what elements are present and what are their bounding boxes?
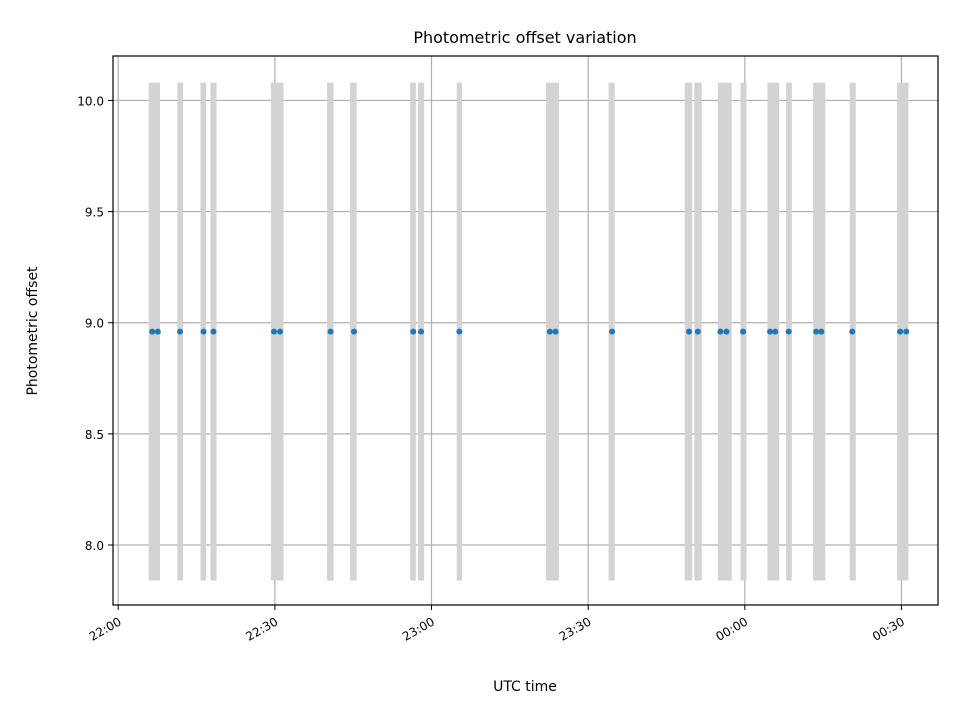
data-point (785, 328, 792, 335)
y-tick-label: 10.0 (77, 94, 104, 108)
data-point (813, 328, 820, 335)
data-point (694, 328, 701, 335)
y-tick-label: 8.0 (85, 539, 104, 553)
y-tick-label: 9.0 (85, 317, 104, 331)
chart-title: Photometric offset variation (413, 28, 636, 47)
data-point (351, 328, 358, 335)
data-point (740, 328, 747, 335)
data-point (767, 328, 774, 335)
y-axis-label: Photometric offset (25, 266, 41, 396)
data-point (686, 328, 693, 335)
data-point (149, 328, 156, 335)
data-point (609, 328, 616, 335)
data-point (154, 328, 161, 335)
data-point (903, 328, 910, 335)
y-axis-ticks: 8.0 8.5 9.0 9.5 10.0 (77, 94, 113, 553)
data-point (897, 328, 904, 335)
data-point (410, 328, 417, 335)
data-point (456, 328, 463, 335)
data-point (818, 328, 825, 335)
data-point (270, 328, 277, 335)
data-point (546, 328, 553, 335)
data-point (200, 328, 207, 335)
data-point (717, 328, 724, 335)
y-tick-label: 9.5 (85, 206, 104, 220)
data-point (177, 328, 184, 335)
data-point (849, 328, 856, 335)
data-point (723, 328, 730, 335)
data-point (210, 328, 217, 335)
data-points (149, 328, 910, 335)
data-point (552, 328, 559, 335)
data-point (327, 328, 334, 335)
data-point (772, 328, 779, 335)
data-point (277, 328, 284, 335)
y-tick-label: 8.5 (85, 428, 104, 442)
plot-frame (112, 55, 939, 606)
data-point (418, 328, 425, 335)
x-axis-label: UTC time (493, 679, 557, 695)
